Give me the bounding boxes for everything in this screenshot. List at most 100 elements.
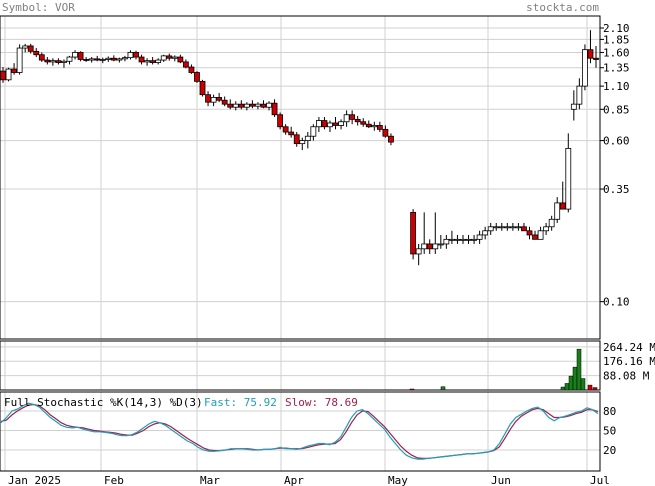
candle-body — [460, 238, 466, 241]
candle-body — [299, 140, 306, 145]
volume-bar — [568, 375, 574, 391]
candle-body — [260, 103, 267, 108]
symbol-label: Symbol: VOR — [2, 1, 75, 14]
stochastic-tick-label: 80 — [603, 405, 616, 418]
candle-body — [33, 50, 40, 56]
candle-body — [593, 57, 599, 60]
candle-body — [343, 114, 350, 123]
volume-panel — [0, 340, 601, 391]
candle-body — [349, 114, 356, 120]
candle-body — [509, 226, 516, 229]
candle-body — [88, 58, 95, 61]
candle-body — [99, 59, 106, 61]
candle-body — [304, 135, 311, 142]
candle-body — [227, 103, 234, 108]
candle-body — [443, 238, 450, 245]
candle-body — [271, 102, 278, 116]
stochastic-tick-label: 20 — [603, 444, 616, 457]
candle-body — [282, 126, 289, 133]
candle-body — [238, 103, 245, 108]
candle-body — [122, 57, 128, 60]
candle-body — [315, 120, 322, 128]
candle-body — [415, 248, 422, 255]
candle-body — [27, 45, 34, 52]
candle-body — [327, 122, 333, 128]
volume-bar — [580, 378, 586, 391]
candle-body — [426, 243, 433, 250]
candle-body — [266, 102, 272, 108]
candle-body — [310, 126, 317, 137]
stochastic-tick-label: 50 — [603, 425, 616, 438]
date-tick-label: Mar — [200, 474, 220, 486]
candle-body — [116, 58, 123, 61]
candle-body — [548, 218, 555, 228]
candle-body — [5, 68, 12, 81]
candle-body — [182, 61, 189, 68]
candle-body — [171, 56, 178, 59]
candle-body — [554, 202, 561, 220]
volume-tick-label: 88.08 M — [603, 370, 650, 383]
stochastic-series — [0, 402, 599, 460]
candle-body — [133, 52, 139, 58]
candle-body — [288, 131, 295, 136]
candle-body — [44, 59, 51, 63]
date-tick-label: Feb — [104, 474, 124, 486]
candle-body — [521, 226, 527, 232]
stochastic-fast-line — [0, 402, 599, 460]
candle-body — [532, 234, 538, 240]
candle-body — [72, 52, 78, 58]
volume-tick-label: 264.24 M — [603, 341, 655, 354]
candle-body — [465, 238, 472, 241]
candle-body — [543, 226, 550, 232]
candle-body — [454, 238, 461, 241]
candle-body — [61, 60, 67, 63]
candle-body — [365, 123, 372, 128]
price-tick-label: 0.85 — [603, 103, 630, 116]
price-tick-label: 0.10 — [603, 296, 630, 309]
candle-body — [55, 60, 62, 63]
candle-body — [105, 57, 112, 60]
candle-body — [382, 128, 389, 137]
date-tick-label: Apr — [284, 474, 304, 486]
stochastic-axis-labels: 80 50 20 — [603, 405, 616, 457]
price-tick-label: 1.85 — [603, 33, 630, 46]
candle-body — [476, 234, 483, 240]
panel-frames — [0, 15, 601, 472]
candle-body — [471, 238, 477, 241]
candle-body — [194, 72, 200, 82]
date-tick-label: May — [388, 474, 408, 486]
candle-body — [421, 243, 428, 250]
price-panel — [0, 15, 601, 340]
volume-series — [409, 348, 598, 391]
candle-body — [449, 238, 455, 241]
candle-body — [38, 54, 45, 61]
candle-body — [277, 114, 284, 128]
stochastic-fast-label: Fast: 75.92 — [204, 396, 277, 409]
candle-body — [570, 103, 577, 110]
candle-body — [166, 55, 173, 59]
candle-body — [249, 103, 256, 107]
candle-body — [49, 60, 56, 63]
volume-bar — [572, 366, 578, 391]
candle-body — [493, 226, 500, 229]
candle-body — [293, 134, 300, 145]
candle-body — [515, 226, 522, 229]
candle-body — [0, 70, 6, 81]
candle-body — [205, 94, 211, 103]
date-tick-label: Jun — [491, 474, 511, 486]
candle-body — [376, 125, 383, 130]
candle-body — [221, 99, 228, 105]
candle-body — [504, 226, 511, 229]
candle-body — [576, 85, 583, 105]
volume-bar — [592, 387, 598, 391]
candle-body — [437, 243, 444, 246]
candle-body — [160, 55, 167, 61]
candle-body — [77, 52, 84, 60]
candle-body — [22, 45, 29, 49]
date-tick-label: Jan 2025 — [8, 474, 61, 486]
volume-bar — [564, 383, 570, 391]
price-tick-label: 0.60 — [603, 135, 630, 148]
volume-bar — [576, 348, 582, 391]
